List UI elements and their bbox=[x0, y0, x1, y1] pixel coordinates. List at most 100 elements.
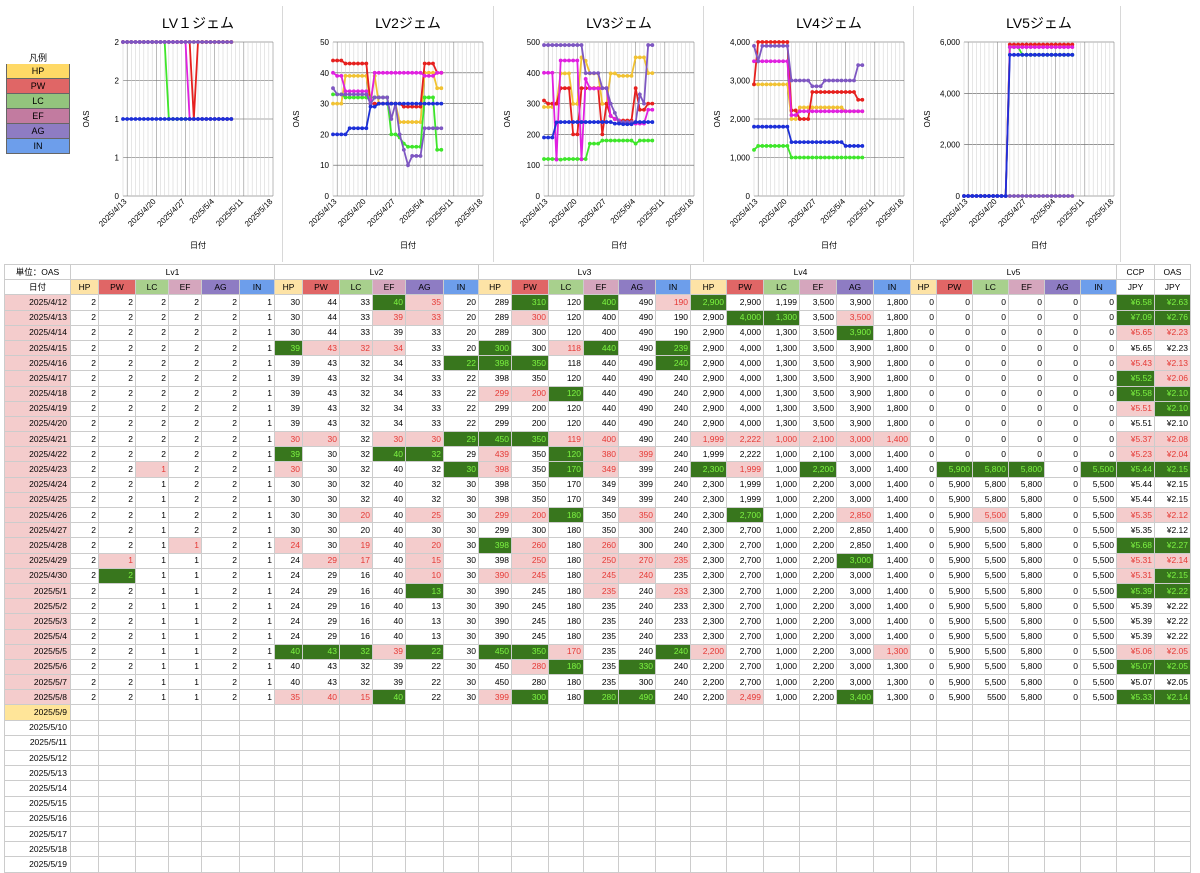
y-axis-label: OAS bbox=[82, 111, 91, 128]
cell: 2,700 bbox=[726, 567, 764, 584]
point-ef bbox=[385, 70, 390, 75]
cell: 2 bbox=[201, 658, 240, 676]
point-in bbox=[974, 194, 979, 198]
cell bbox=[836, 856, 874, 873]
cell: 0 bbox=[1044, 582, 1081, 600]
point-lc bbox=[835, 155, 840, 160]
point-pw bbox=[637, 107, 642, 112]
table-row: 2025/5/18 bbox=[4, 841, 1191, 858]
point-ag bbox=[356, 92, 360, 97]
point-in bbox=[637, 120, 642, 124]
cell: 5,500 bbox=[1080, 552, 1117, 569]
cell: 2 bbox=[70, 476, 99, 493]
table-row: 2025/4/24 2 2 1 2 2 1 30 30 32 40 32 30 398 350 170 349 3… bbox=[4, 476, 1191, 493]
point-ag bbox=[546, 43, 551, 47]
point-ef bbox=[562, 58, 567, 63]
cell: 3,000 bbox=[836, 552, 874, 569]
cell bbox=[478, 765, 512, 782]
point-pw bbox=[426, 61, 431, 66]
point-in bbox=[410, 101, 415, 106]
cell bbox=[302, 704, 340, 721]
x-tick-label: 2025/5/18 bbox=[453, 197, 485, 229]
cell: 1 bbox=[239, 309, 275, 326]
cell: 235 bbox=[583, 598, 619, 615]
cell: 33 bbox=[405, 355, 444, 372]
cell bbox=[1044, 734, 1081, 752]
cell: 2 bbox=[201, 598, 240, 615]
cell: 1,800 bbox=[873, 309, 911, 326]
cell: 490 bbox=[618, 431, 656, 448]
point-ag bbox=[760, 43, 765, 48]
cell: 1,400 bbox=[873, 598, 911, 615]
cell bbox=[1154, 841, 1191, 858]
cell: 0 bbox=[910, 674, 937, 691]
cell: 3,500 bbox=[799, 400, 837, 417]
cell: 44 bbox=[302, 309, 340, 326]
point-in bbox=[1070, 52, 1075, 57]
cell bbox=[168, 749, 202, 767]
row-date: 2025/4/29 bbox=[4, 552, 71, 569]
cell bbox=[1080, 856, 1117, 873]
point-in bbox=[137, 117, 142, 121]
cell: 180 bbox=[548, 613, 584, 630]
cell: 2 bbox=[168, 370, 202, 387]
point-in bbox=[633, 120, 638, 124]
cell bbox=[1008, 841, 1045, 858]
cell: 2,700 bbox=[726, 643, 764, 660]
cell: 13 bbox=[405, 613, 444, 630]
cell bbox=[511, 841, 549, 858]
point-hp bbox=[831, 105, 836, 110]
cell: 2,200 bbox=[799, 552, 837, 569]
cell: 33 bbox=[339, 309, 373, 326]
cell bbox=[655, 704, 691, 721]
point-hp bbox=[571, 102, 576, 106]
point-ef bbox=[397, 70, 402, 75]
cell: 2,222 bbox=[726, 431, 764, 448]
point-ef bbox=[587, 86, 592, 91]
cell bbox=[511, 825, 549, 843]
point-hp bbox=[818, 105, 823, 110]
cell: 0 bbox=[1044, 491, 1081, 509]
point-lc bbox=[351, 95, 356, 100]
cell: 2,200 bbox=[799, 476, 837, 493]
table-row: 2025/4/23 2 2 1 2 2 1 30 30 32 40 32 30 398 350 170 349 3… bbox=[4, 461, 1191, 478]
cell bbox=[548, 765, 584, 782]
table-row: 2025/5/3 2 2 1 1 2 1 24 29 16 40 13 30 390 245 180 235 24… bbox=[4, 613, 1191, 630]
table-row: 2025/4/30 2 2 1 1 2 1 24 29 16 40 10 30 390 245 180 245 2… bbox=[4, 567, 1191, 584]
point-ef bbox=[781, 59, 786, 64]
point-ag bbox=[650, 43, 655, 47]
cell bbox=[873, 841, 911, 858]
cell: 0 bbox=[1044, 506, 1081, 524]
cell: 4,000 bbox=[726, 400, 764, 417]
cell: 2,300 bbox=[690, 476, 727, 493]
cell: 439 bbox=[478, 446, 512, 463]
x-axis-label: 日付 bbox=[611, 240, 627, 250]
cell: 17 bbox=[339, 552, 373, 569]
cell: 20 bbox=[443, 294, 479, 311]
point-ef bbox=[439, 70, 444, 75]
cell: 0 bbox=[1080, 446, 1117, 463]
point-in bbox=[1016, 52, 1021, 57]
cell: 1 bbox=[168, 613, 202, 630]
cell: 398 bbox=[478, 461, 512, 478]
cell bbox=[799, 810, 837, 827]
cell: 24 bbox=[274, 567, 303, 584]
cell bbox=[405, 825, 444, 843]
cell: 330 bbox=[618, 658, 656, 676]
cell: 1,000 bbox=[763, 491, 800, 509]
cell bbox=[478, 841, 512, 858]
cell: 0 bbox=[1044, 522, 1081, 539]
cell: 398 bbox=[478, 476, 512, 493]
cell: 233 bbox=[655, 598, 691, 615]
y-tick-label: 2,000 bbox=[940, 141, 961, 150]
cell: ¥5.43 bbox=[1116, 355, 1155, 372]
cell: 1,000 bbox=[763, 567, 800, 584]
cell: 0 bbox=[910, 643, 937, 660]
point-lc bbox=[583, 157, 588, 161]
point-ef bbox=[376, 70, 381, 75]
cell: 5,500 bbox=[972, 506, 1009, 524]
x-tick-label: 2025/5/18 bbox=[243, 197, 275, 229]
row-date: 2025/5/14 bbox=[4, 780, 71, 797]
cell bbox=[302, 749, 340, 767]
cell: 245 bbox=[511, 567, 549, 584]
